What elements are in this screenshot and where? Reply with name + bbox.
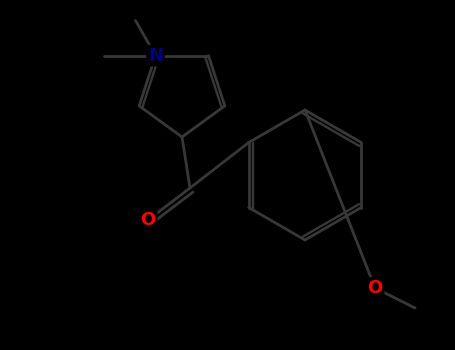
Text: N: N xyxy=(148,47,163,65)
Text: O: O xyxy=(367,279,383,297)
Text: O: O xyxy=(367,279,383,297)
Text: N: N xyxy=(148,47,163,65)
Text: O: O xyxy=(141,211,156,229)
Text: O: O xyxy=(141,211,156,229)
